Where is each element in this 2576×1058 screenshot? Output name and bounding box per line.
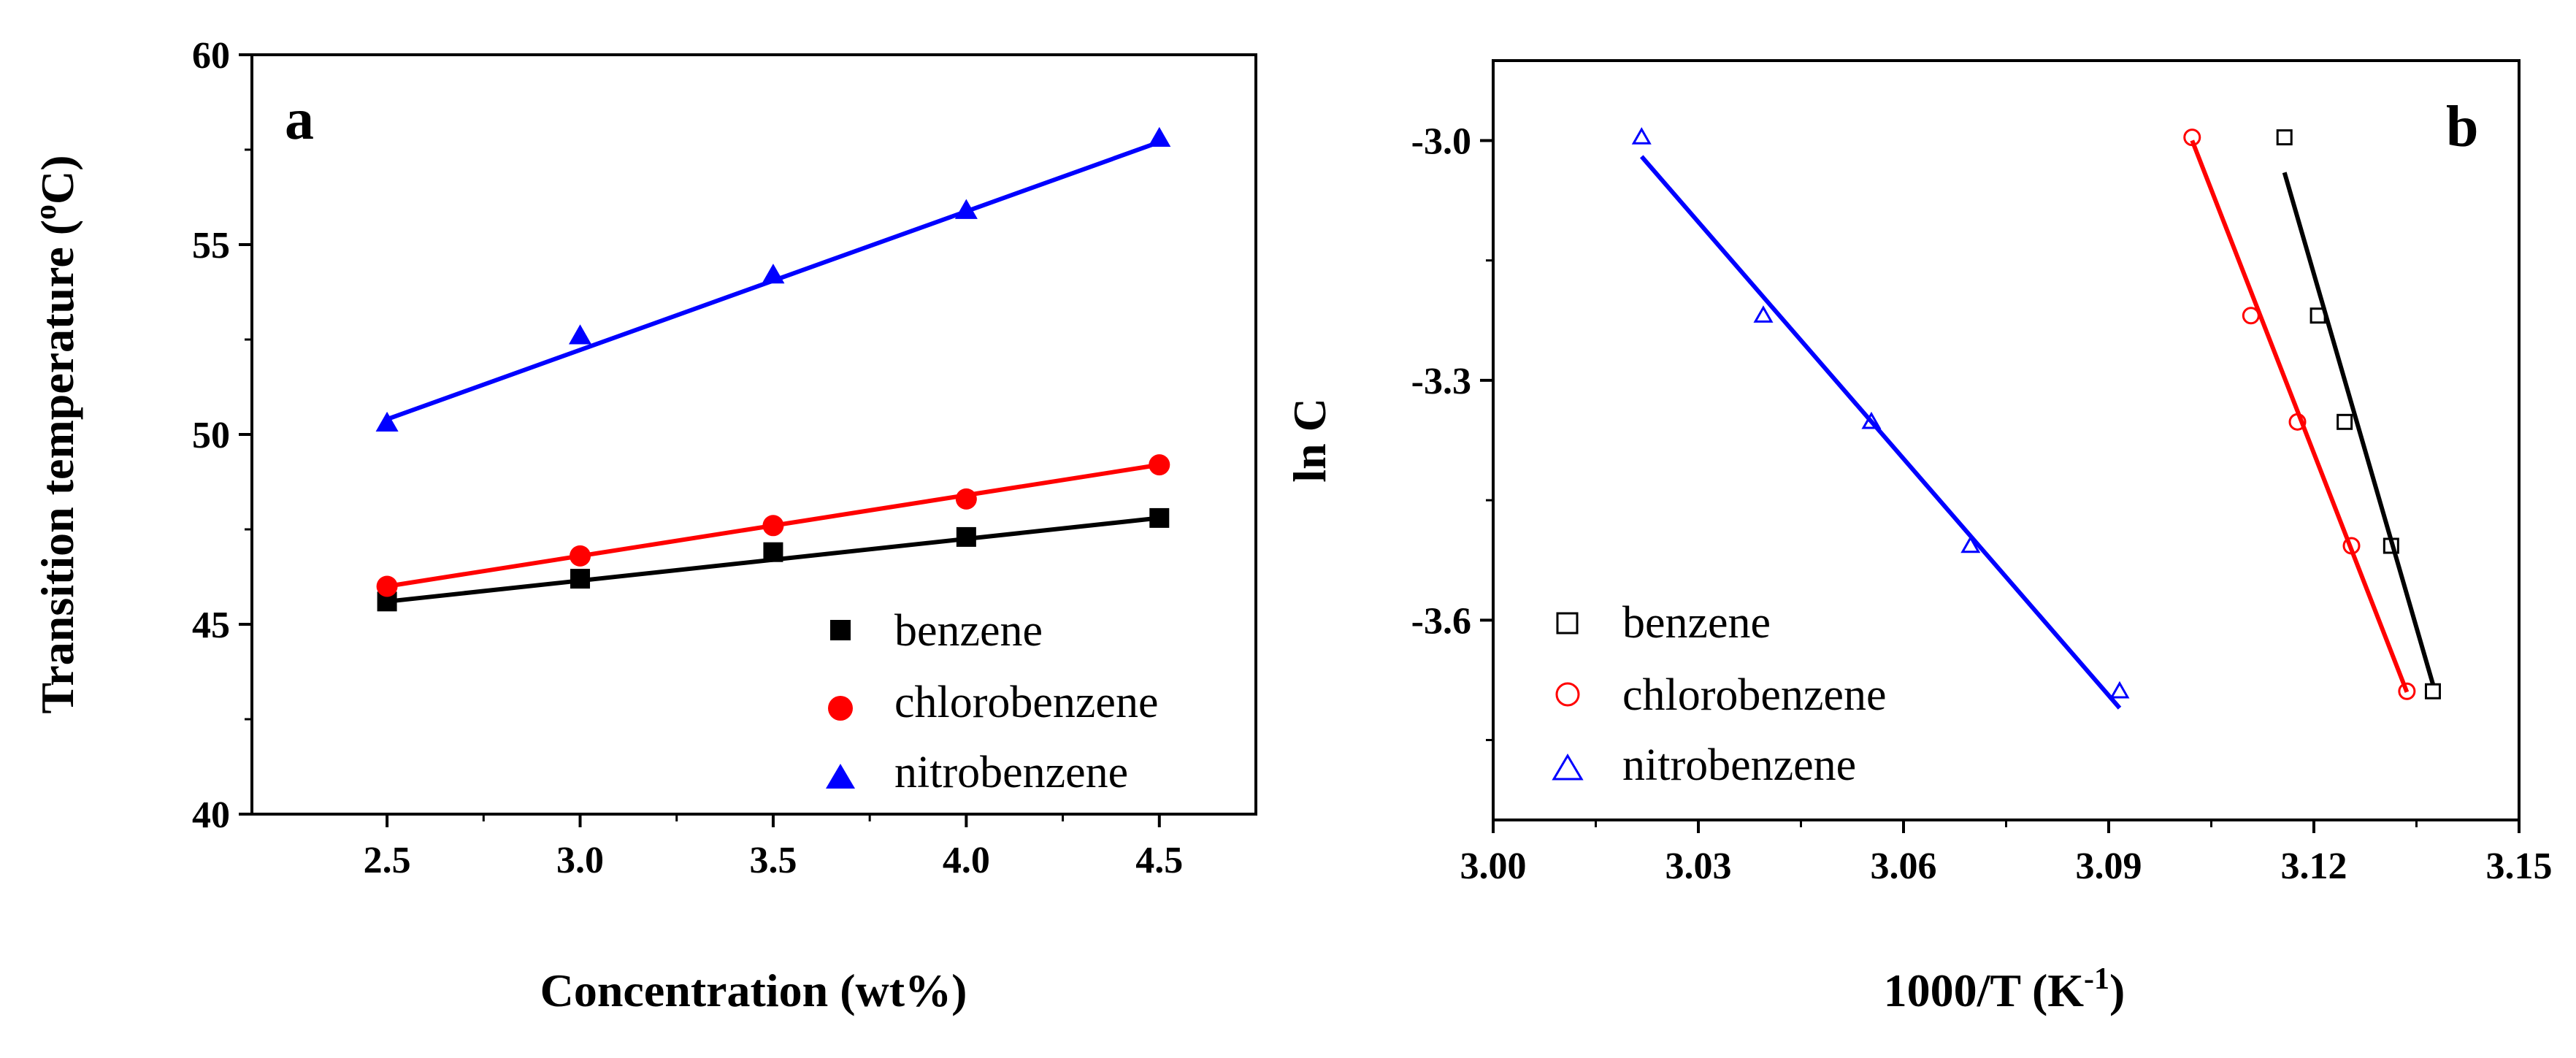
panel-b-fit-nitrobenzene [1639, 155, 2122, 710]
panel-b-fit-chlorobenzene [2190, 139, 2410, 693]
panel-a-legend: benzene chlorobenzene nitrobenzene [826, 606, 1158, 797]
legend-b-nitrobenzene-label: nitrobenzene [1622, 740, 1856, 790]
panel-b-points [1631, 127, 2441, 700]
legend-b-benzene: benzene [1556, 598, 1771, 648]
panel-a-point-nitrobenzene [375, 411, 399, 432]
panel-a-y-tick-label: 60 [192, 35, 230, 77]
panel-a-ticks: 2.5 3.0 3.5 4.0 4.5 40 45 50 55 60 [192, 35, 1183, 881]
panel-b-y-tick-label: -3.6 [1411, 600, 1471, 642]
panel-b-x-title-sup: -1 [2084, 962, 2109, 996]
panel-b-x-tick-label: 3.15 [2486, 846, 2553, 887]
panel-a-y-title-sup: o [29, 204, 63, 220]
panel-b-x-title-end: ) [2109, 965, 2125, 1016]
panel-a-point-nitrobenzene [954, 199, 978, 219]
panel-a-y-tick-label: 50 [192, 415, 230, 456]
legend-b-chlorobenzene-marker [1555, 682, 1580, 707]
panel-a: 2.5 3.0 3.5 4.0 4.5 40 45 50 55 60 a Concentratio… [29, 35, 1257, 1016]
panel-b-x-tick-label: 3.12 [2281, 846, 2347, 887]
panel-a-x-tick-label: 3.0 [556, 840, 604, 881]
panel-a-point-chlorobenzene [376, 575, 398, 597]
panel-b-x-tick-label: 3.00 [1460, 846, 1527, 887]
panel-a-point-chlorobenzene [762, 515, 784, 537]
panel-b-x-tick-label: 3.03 [1665, 846, 1732, 887]
panel-b-point-chlorobenzene [2398, 682, 2416, 700]
panel-a-point-nitrobenzene [1148, 126, 1171, 147]
panel-b-x-title-main: 1000/T (K [1884, 965, 2085, 1016]
panel-b-point-chlorobenzene [2242, 307, 2260, 325]
legend-b-nitrobenzene-marker [1552, 754, 1584, 781]
panel-b-x-tick-label: 3.09 [2076, 846, 2142, 887]
legend-b-benzene-label: benzene [1622, 598, 1771, 648]
panel-b-point-benzene [2383, 537, 2399, 554]
legend-a-benzene: benzene [830, 606, 1043, 656]
panel-b-point-benzene [2337, 413, 2353, 430]
legend-a-benzene-label: benzene [894, 606, 1043, 656]
panel-b-fit-lines [1639, 139, 2435, 710]
legend-a-nitrobenzene: nitrobenzene [826, 748, 1128, 797]
panel-b-point-chlorobenzene [2342, 537, 2361, 555]
legend-a-chlorobenzene-label: chlorobenzene [894, 678, 1158, 727]
legend-a-nitrobenzene-marker [826, 764, 855, 789]
panel-a-point-benzene [763, 542, 783, 562]
panel-a-point-benzene [570, 569, 591, 589]
panel-a-y-axis-title: Transition temperature (oC) [29, 155, 83, 713]
panel-b-legend: benzene chlorobenzene nitrobenzene [1552, 598, 1886, 790]
panel-b-point-nitrobenzene [2109, 681, 2130, 699]
panel-a-point-nitrobenzene [762, 264, 785, 284]
panel-a-point-chlorobenzene [955, 488, 977, 510]
panel-a-x-tick-label: 2.5 [364, 840, 411, 881]
panel-b-y-axis-title: ln C [1284, 398, 1335, 483]
legend-a-nitrobenzene-label: nitrobenzene [894, 748, 1128, 797]
panel-b-point-chlorobenzene [2288, 413, 2307, 431]
panel-a-x-axis-title: Concentration (wt%) [540, 965, 967, 1016]
panel-a-point-benzene [956, 526, 976, 547]
legend-a-chlorobenzene: chlorobenzene [828, 678, 1158, 727]
panel-b-point-nitrobenzene [1631, 127, 1652, 145]
panel-a-y-title-end: C) [31, 155, 83, 204]
panel-b-point-benzene [2309, 307, 2326, 324]
legend-b-chlorobenzene-label: chlorobenzene [1622, 670, 1886, 720]
panel-b-point-chlorobenzene [2183, 129, 2201, 147]
panel-b-y-tick-label: -3.0 [1411, 120, 1471, 162]
panel-a-y-tick-label: 45 [192, 605, 230, 646]
panel-a-point-nitrobenzene [568, 324, 592, 345]
legend-a-benzene-marker [830, 620, 851, 640]
panel-b-point-benzene [2276, 129, 2293, 146]
panel-a-y-title-main: Transition temperature ( [31, 220, 83, 714]
panel-a-x-tick-label: 4.0 [943, 840, 990, 881]
legend-a-chlorobenzene-marker [828, 696, 853, 721]
panel-b-point-nitrobenzene [1861, 411, 1882, 429]
panel-a-y-tick-label: 55 [192, 225, 230, 267]
panel-b-x-axis-title: 1000/T (K-1) [1884, 962, 2125, 1016]
panel-b-ticks: 3.00 3.03 3.06 3.09 3.12 3.15 -3.0 -3.3 -3.6 [1411, 120, 2553, 887]
panel-a-point-benzene [1149, 507, 1170, 528]
panel-a-x-tick-label: 3.5 [749, 840, 797, 881]
legend-b-nitrobenzene: nitrobenzene [1552, 740, 1856, 790]
panel-a-points [375, 126, 1171, 612]
panel-b-fit-benzene [2282, 172, 2435, 685]
panel-a-label: a [285, 88, 314, 152]
panel-b-label: b [2446, 95, 2479, 159]
panel-b-x-tick-label: 3.06 [1871, 846, 1937, 887]
legend-b-benzene-marker [1556, 612, 1579, 635]
panel-a-point-chlorobenzene [570, 545, 591, 567]
panel-b: 3.00 3.03 3.06 3.09 3.12 3.15 -3.0 -3.3 -3.6 b 1… [1284, 59, 2553, 1016]
panel-b-point-nitrobenzene [1960, 535, 1981, 553]
panel-b-point-benzene [2424, 683, 2441, 699]
panel-b-y-tick-label: -3.3 [1411, 361, 1471, 402]
legend-b-chlorobenzene: chlorobenzene [1555, 670, 1886, 720]
panel-a-point-chlorobenzene [1149, 454, 1170, 476]
panel-a-y-tick-label: 40 [192, 794, 230, 836]
panel-a-x-tick-label: 4.5 [1135, 840, 1183, 881]
panel-b-point-nitrobenzene [1753, 305, 1774, 323]
